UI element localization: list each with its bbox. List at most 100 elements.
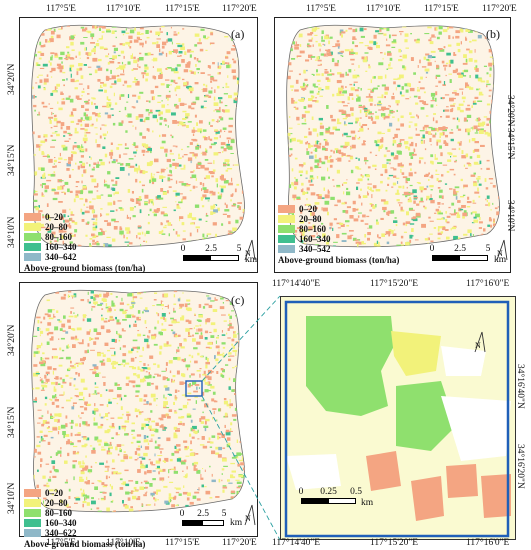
legend-label: 20–80 [45, 497, 68, 508]
legend-label: 340–542 [299, 243, 331, 254]
legend-label: 0–20 [45, 211, 63, 222]
scale-unit: km [494, 255, 507, 265]
scale-tick: 0.5 [350, 487, 362, 497]
legend-label: 20–80 [45, 221, 68, 232]
legend-label: 0–20 [299, 203, 317, 214]
legend-label: 160–340 [45, 517, 77, 528]
lon-label: 117°15'20"E [370, 538, 419, 548]
lon-label: 117°10'E [366, 4, 401, 14]
legend-item: 20–80 [278, 214, 399, 224]
scale-tick: 0 [180, 244, 186, 254]
scale-tick: 0 [429, 244, 435, 254]
legend-swatch [24, 243, 41, 251]
scale-tick: 5 [236, 244, 242, 254]
legend-label: 340–622 [45, 527, 77, 538]
lon-label: 117°14'40"E [272, 538, 321, 548]
legend-label: 340–642 [45, 251, 77, 262]
scale-tick: 0.25 [320, 487, 337, 497]
inset-panel: 117°14'40"E 117°15'20"E 117°16'0"E 34°16… [266, 276, 531, 550]
legend-label: 80–160 [45, 507, 72, 518]
legend-item: 0–20 [278, 204, 399, 214]
legend-item: 160–340 [24, 242, 145, 252]
scale-tick: 5 [221, 509, 227, 519]
biomass-map-c [19, 282, 258, 537]
inset-highlight-frame [284, 300, 510, 538]
biomass-map-b [274, 17, 511, 273]
legend: 0–20 20–80 80–160 160–340 340–642 Above-… [24, 212, 145, 273]
lon-label: 117°16'0"E [466, 279, 510, 289]
lon-label: 117°5'E [306, 4, 336, 14]
scale-bar: 0 2.5 5 km [179, 509, 243, 528]
scale-unit: km [361, 498, 374, 508]
legend-label: 80–160 [45, 231, 72, 242]
north-arrow-icon: N [243, 239, 257, 261]
scale-bar: 0 2.5 5 km [429, 244, 507, 265]
legend-item: 340–622 [24, 528, 145, 538]
legend-swatch [24, 519, 41, 527]
lon-label: 117°5'E [46, 538, 76, 548]
legend-label: 160–340 [45, 241, 77, 252]
scale-tick: 5 [485, 244, 491, 254]
legend-swatch [24, 223, 41, 231]
lon-label: 117°20'E [222, 4, 257, 14]
legend-swatch [278, 245, 295, 253]
legend-swatch [24, 489, 41, 497]
north-label: N [245, 249, 251, 258]
lon-label: 117°10'E [106, 538, 141, 548]
panel-letter: (b) [486, 27, 500, 41]
lon-label: 117°15'E [424, 4, 459, 14]
north-arrow-icon: N [473, 331, 487, 353]
legend-item: 0–20 [24, 212, 145, 222]
legend-item: 20–80 [24, 498, 145, 508]
legend-swatch [278, 235, 295, 243]
scale-bar: 0 2.5 5 km [180, 244, 258, 265]
north-label: N [497, 249, 503, 258]
north-arrow-icon: N [495, 239, 509, 261]
biomass-map-a [19, 17, 258, 273]
scale-tick: 2.5 [205, 244, 217, 254]
north-arrow-icon: N [243, 504, 257, 526]
legend-label: 80–160 [299, 223, 326, 234]
legend-label: 0–20 [45, 487, 63, 498]
legend-swatch [24, 529, 41, 537]
legend-item: 20–80 [24, 222, 145, 232]
north-label: N [245, 514, 251, 523]
legend-item: 160–340 [278, 234, 399, 244]
panel-b: 117°5'E 117°10'E 117°15'E 117°20'E 34°20… [266, 0, 531, 275]
legend-title: Above-ground biomass (ton/ha) [24, 263, 146, 273]
legend-item: 80–160 [24, 232, 145, 242]
legend-swatch [24, 509, 41, 517]
north-label: N [475, 341, 481, 350]
legend-title: Above-ground biomass (ton/ha) [278, 255, 400, 265]
scale-unit: km [245, 255, 258, 265]
legend-item: 0–20 [24, 488, 145, 498]
lon-label: 117°15'E [165, 4, 200, 14]
legend-label: 160–340 [299, 233, 331, 244]
legend-swatch [278, 225, 295, 233]
lon-label: 117°14'40"E [272, 279, 321, 289]
legend: 0–20 20–80 80–160 160–340 340–622 Above-… [24, 488, 145, 549]
lon-label: 117°15'20"E [370, 279, 419, 289]
legend: 0–20 20–80 80–160 160–340 340–542 Above-… [278, 204, 399, 265]
panel-a: 117°5'E 117°10'E 117°15'E 117°20'E 34°20… [0, 0, 265, 275]
legend-label: 20–80 [299, 213, 322, 224]
scale-unit: km [230, 518, 243, 528]
legend-item: 160–340 [24, 518, 145, 528]
legend-item: 80–160 [278, 224, 399, 234]
lon-label: 117°15'E [165, 538, 200, 548]
legend-item: 80–160 [24, 508, 145, 518]
lon-label: 117°20'E [222, 538, 257, 548]
scale-tick: 0 [179, 509, 185, 519]
zoom-box [185, 380, 203, 397]
panel-c: 34°20'N 34°15'N 34°10'N (c) 0–20 20–80 8… [0, 276, 265, 550]
biomass-speckles [31, 25, 245, 247]
inset-biomass-map [280, 296, 516, 540]
biomass-speckles [31, 290, 245, 512]
scale-tick: 2.5 [454, 244, 466, 254]
inset-scale-bar: 0 0.25 0.5 km [299, 487, 374, 508]
lon-label: 117°10'E [106, 4, 141, 14]
legend-item: 340–542 [278, 244, 399, 254]
lat-label: 34°16'20"N [515, 444, 525, 489]
scale-tick: 2.5 [197, 509, 209, 519]
